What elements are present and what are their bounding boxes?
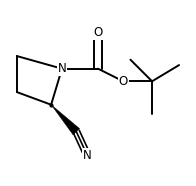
Polygon shape [51, 105, 80, 135]
Text: O: O [93, 26, 103, 39]
Text: N: N [83, 149, 92, 162]
Text: O: O [119, 75, 128, 88]
Text: N: N [58, 62, 66, 75]
